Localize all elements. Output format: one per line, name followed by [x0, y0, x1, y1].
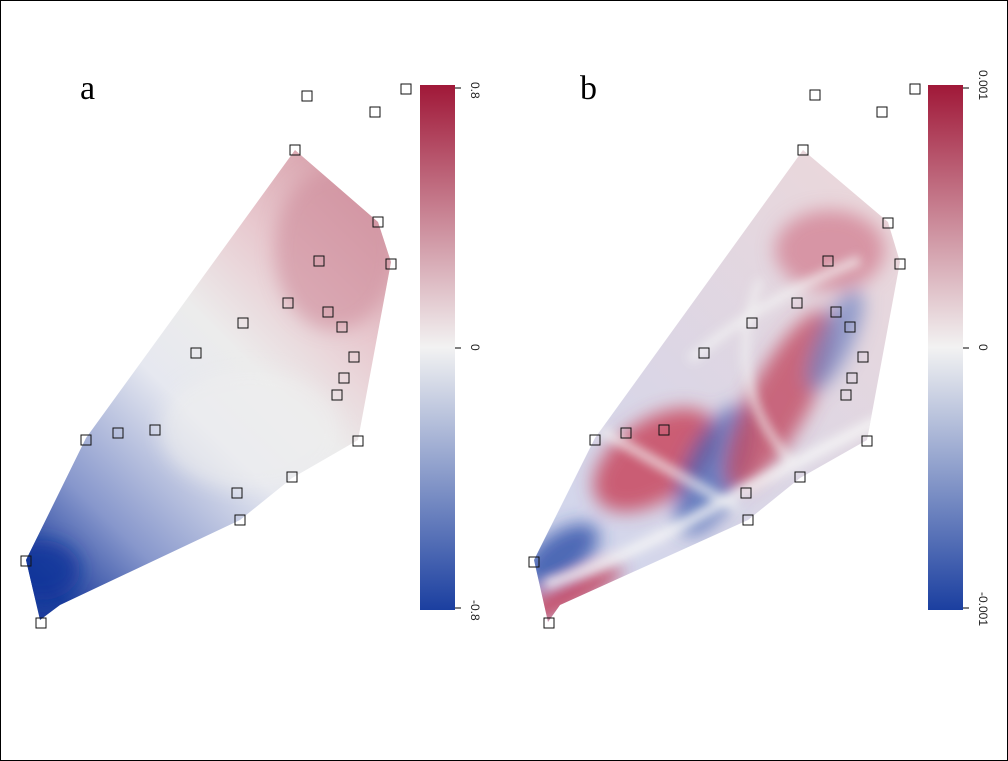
panel-b-site-marker — [543, 617, 555, 629]
panel-a-site-marker — [369, 106, 381, 118]
panel-b-site-marker — [840, 389, 852, 401]
panel-b-site-marker — [822, 255, 834, 267]
panel-b-site-marker — [620, 427, 632, 439]
panel-b-site-marker — [797, 144, 809, 156]
panel-b-site-marker — [740, 487, 752, 499]
panel-b-site-marker — [658, 424, 670, 436]
panel-b-site-marker — [746, 317, 758, 329]
colorbar-a — [420, 85, 455, 610]
panel-a-site-marker — [35, 617, 47, 629]
panel-a-site-marker — [400, 83, 412, 95]
panel-label-b: b — [580, 70, 597, 107]
panel-b-site-marker — [589, 434, 601, 446]
panel-a-site-marker — [282, 297, 294, 309]
panel-a-site-marker — [352, 435, 364, 447]
panel-b-site-marker — [857, 351, 869, 363]
colorbar-a-label-min: -0.8 — [468, 600, 482, 621]
colorbar-a-label-max: 0.8 — [468, 82, 482, 99]
panel-a-site-marker — [286, 471, 298, 483]
colorbar-b-label-mid: 0 — [976, 344, 990, 351]
panel-a-site-marker — [348, 351, 360, 363]
panel-a-site-marker — [190, 347, 202, 359]
panel-a-site-marker — [338, 372, 350, 384]
panel-a-site-marker — [301, 90, 313, 102]
panel-b-site-marker — [528, 556, 540, 568]
colorbar-b-label-min: -0.001 — [976, 592, 990, 627]
panel-a-site-marker — [336, 321, 348, 333]
panel-b-site-marker — [876, 106, 888, 118]
panel-b-site-marker — [742, 514, 754, 526]
panel-a-site-marker — [149, 424, 161, 436]
panel-a-site-marker — [322, 306, 334, 318]
panel-a-site-marker — [20, 555, 32, 567]
panel-b-site-markers — [528, 83, 921, 629]
panel-b-site-marker — [791, 297, 803, 309]
panel-a-field — [26, 150, 391, 620]
panel-a-site-marker — [385, 258, 397, 270]
colorbar-b — [928, 85, 963, 610]
panel-b-site-marker — [909, 83, 921, 95]
panel-b-site-marker — [809, 89, 821, 101]
panel-b-site-marker — [846, 372, 858, 384]
colorbar-b-label-max: 0.001 — [976, 70, 990, 101]
panel-a-site-marker — [237, 317, 249, 329]
panel-b-site-marker — [794, 471, 806, 483]
panel-a-site-marker — [289, 144, 301, 156]
panel-a-site-marker — [80, 434, 92, 446]
panel-label-a: a — [80, 70, 96, 107]
panel-b-site-marker — [894, 258, 906, 270]
panel-a-site-marker — [234, 514, 246, 526]
panel-b-site-marker — [844, 321, 856, 333]
panel-b-site-marker — [882, 217, 894, 229]
panel-a-site-marker — [231, 487, 243, 499]
panel-a-site-marker — [313, 255, 325, 267]
panel-a-site-marker — [331, 389, 343, 401]
panel-b-site-marker — [698, 347, 710, 359]
panel-a-site-markers — [20, 83, 412, 629]
panel-b-site-marker — [830, 306, 842, 318]
panel-b-site-marker — [861, 435, 873, 447]
panel-a-site-marker — [112, 427, 124, 439]
panel-a-site-marker — [372, 216, 384, 228]
colorbar-a-label-mid: 0 — [468, 344, 482, 351]
